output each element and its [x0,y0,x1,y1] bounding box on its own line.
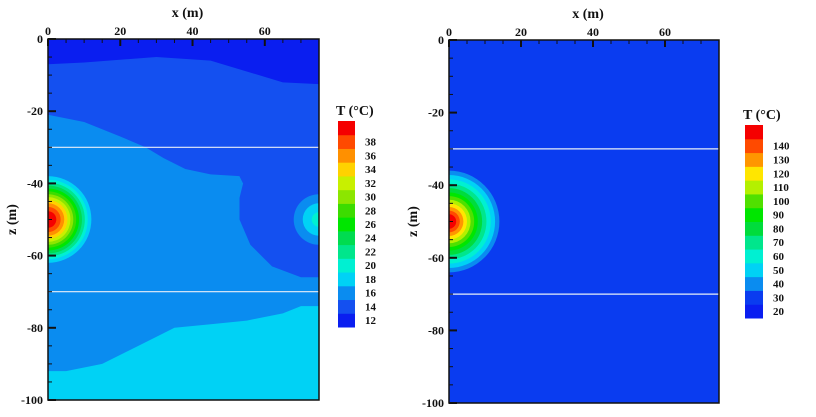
colorbar-label: 34 [365,164,377,176]
y-tick-label: -100 [21,393,43,407]
x-tick-label: 20 [515,25,527,39]
colorbar-band [745,180,763,195]
colorbar-band [338,189,355,204]
colorbar-label: 32 [365,178,377,190]
colorbar-band [745,207,763,222]
x-tick-label: 40 [187,24,199,38]
colorbar-band [745,262,763,278]
y-tick-label: -60 [27,249,43,263]
colorbar-label: 80 [773,223,785,235]
colorbar-label: 38 [365,137,377,149]
colorbar-label: 30 [773,292,785,304]
x-tick-label: 0 [45,24,51,38]
colorbar-band [745,152,763,167]
x-tick-label: 40 [587,25,599,39]
colorbar-band [338,244,355,259]
colorbar-band [338,285,355,301]
colorbar-band [338,203,355,218]
colorbar-band [745,193,763,209]
colorbar-label: 16 [365,288,377,300]
x-axis-label: x (m) [572,7,604,22]
colorbar-label: 22 [365,246,377,258]
colorbar-band [338,230,355,246]
y-tick-label: -40 [428,178,444,192]
colorbar-label: 30 [365,192,377,204]
colorbar-band [338,162,355,177]
y-tick-label: -20 [428,106,444,120]
colorbar-band [745,235,763,250]
x-tick-label: 0 [446,25,452,39]
x-tick-label: 20 [114,24,126,38]
colorbar-label: 110 [773,182,789,194]
colorbar-label: 20 [365,260,377,272]
colorbar-label: 18 [365,274,377,286]
y-tick-label: -100 [422,396,444,410]
x-tick-label: 60 [259,24,271,38]
colorbar-label: 130 [773,154,790,166]
y-tick-label: -20 [27,104,43,118]
x-tick-label: 60 [659,25,671,39]
colorbar-band [338,258,355,273]
hot-spot-contour [48,211,57,228]
y-axis-label: z (m) [406,206,421,237]
colorbar-band [745,249,763,264]
colorbar-label: 70 [773,237,785,249]
colorbar-band [745,290,763,305]
colorbar-label: 14 [365,301,377,313]
hot-spot-contour [311,212,319,227]
colorbar-band [338,272,355,287]
colorbar-label: 100 [773,196,790,208]
contour-region [48,306,319,400]
colorbar-band [338,313,355,328]
colorbar-label: 12 [365,315,377,327]
colorbar-band [338,148,355,163]
x-axis-label: x (m) [172,6,204,21]
panel-1: 0 20 40 60 0 -20 -40 -60 -80 -100 x (m) z (m) 12 1416… [5,6,377,407]
y-tick-label: 0 [37,32,43,46]
colorbar-label: 90 [773,210,785,222]
colorbar-band [338,217,355,232]
colorbar-label: 120 [773,168,790,180]
colorbar-label: 140 [773,141,790,153]
plot-area [449,40,719,403]
contour-region [239,176,319,278]
colorbar-label: 24 [365,233,377,245]
colorbar-band [745,166,763,181]
colorbar-label: 36 [365,150,377,162]
colorbar-band [745,221,763,236]
colorbar-band [338,175,355,191]
y-tick-label: -60 [428,251,444,265]
colorbar-label: 28 [365,205,377,217]
colorbar-band [338,121,355,136]
colorbar-label: 60 [773,251,785,263]
colorbar-label: 20 [773,306,785,318]
y-tick-label: -80 [27,321,43,335]
colorbar-label: 40 [773,279,785,291]
colorbar-title: T (°C) [336,104,374,119]
colorbar-band [745,276,763,291]
colorbar-band [338,134,355,149]
y-tick-label: -40 [27,176,43,190]
y-tick-label: -80 [428,323,444,337]
colorbar-title: T (°C) [743,108,781,123]
colorbar-band [745,304,763,319]
colorbar-band [745,138,763,154]
y-axis-label: z (m) [5,204,20,235]
plot-area [48,39,319,400]
hot-spot-contour [302,203,319,236]
colorbar-band [338,299,355,314]
colorbar-band [745,125,763,140]
colorbar-label: 50 [773,265,785,277]
colorbar-label: 26 [365,219,377,231]
y-tick-label: 0 [438,33,444,47]
